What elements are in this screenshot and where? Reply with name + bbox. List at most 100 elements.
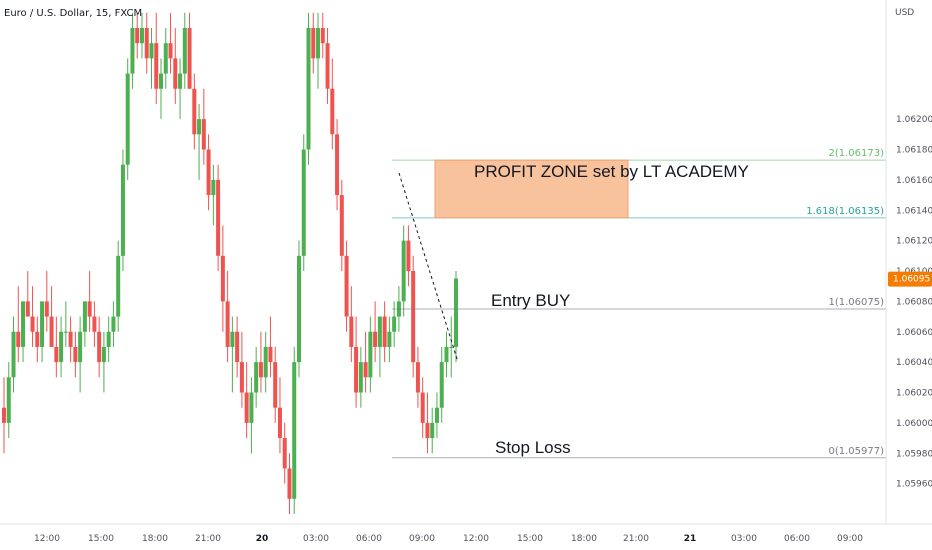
candle <box>273 346 278 423</box>
candle-body <box>111 316 116 332</box>
fib-level-label: 1.618(1.06135) <box>806 206 884 217</box>
candle <box>349 286 354 363</box>
candle-body <box>68 331 73 347</box>
candle-body <box>49 316 54 347</box>
candle-body <box>101 346 106 363</box>
current-price-tag <box>888 271 932 287</box>
candle-body <box>54 346 59 363</box>
candle <box>206 134 211 211</box>
candle <box>97 316 102 378</box>
candle <box>73 331 78 378</box>
candle <box>78 316 83 393</box>
symbol-title: Euro / U.S. Dollar, 15, FXCM <box>4 8 142 19</box>
candle-body <box>282 438 287 469</box>
candle-body <box>30 316 35 332</box>
trend-line[interactable] <box>398 172 459 363</box>
candle-body <box>2 407 6 423</box>
candle <box>187 12 192 89</box>
candle <box>254 346 259 408</box>
price-tick-label: 1.05980 <box>896 449 932 459</box>
price-tick-label: 1.06120 <box>896 237 932 247</box>
time-tick-label: 12:00 <box>34 534 60 544</box>
candle <box>87 271 92 332</box>
candle <box>287 453 292 514</box>
candle-body <box>125 73 130 165</box>
candle-body <box>325 43 330 89</box>
candle <box>21 301 26 363</box>
candle <box>354 316 359 408</box>
price-axis[interactable]: 1.062001.061801.061601.061401.061201.061… <box>896 115 932 490</box>
candle-body <box>21 301 26 347</box>
candle <box>258 331 263 393</box>
profit-zone-box[interactable] <box>434 159 629 219</box>
title-bg <box>2 5 120 19</box>
candle <box>44 271 49 332</box>
candle-body <box>292 362 297 499</box>
candle-body <box>82 301 87 332</box>
candle-body <box>40 301 45 347</box>
time-tick-label: 09:00 <box>837 534 863 544</box>
candle-body <box>254 362 259 393</box>
candle <box>16 286 21 363</box>
candle-body <box>439 362 444 408</box>
candle-body <box>330 88 335 135</box>
candle-body <box>368 331 373 378</box>
candle-body <box>296 255 301 363</box>
candle-body <box>59 331 64 363</box>
candle-body <box>173 58 178 89</box>
candle <box>444 331 449 378</box>
stop-loss-label: Stop Loss <box>495 438 571 457</box>
time-tick-label: 20 <box>256 534 269 544</box>
candle <box>120 149 125 271</box>
candle <box>49 286 54 347</box>
candle-body <box>149 43 154 59</box>
candle <box>11 316 16 393</box>
time-axis[interactable]: 12:00 15:00 18:00 21:00 20 03:00 06:00 09:00 12:… <box>34 534 863 544</box>
candle <box>154 12 159 104</box>
candle-body <box>420 392 425 423</box>
candle-body <box>130 28 135 74</box>
candle <box>235 316 240 378</box>
candle <box>25 271 30 317</box>
candle <box>216 164 221 271</box>
fib-level-label: 1(1.06075) <box>828 297 884 308</box>
time-tick-label: 06:00 <box>356 534 382 544</box>
candle-body <box>6 377 11 423</box>
candle-body <box>87 301 92 317</box>
price-tick-label: 1.06160 <box>896 176 932 186</box>
candle <box>420 377 425 439</box>
candle <box>92 301 97 347</box>
time-tick-label: 09:00 <box>409 534 435 544</box>
candle-body <box>444 346 449 363</box>
candle <box>316 12 321 89</box>
candle <box>434 392 439 439</box>
candle <box>116 240 121 332</box>
candle <box>2 377 6 454</box>
candle <box>40 301 45 363</box>
price-tick-label: 1.06060 <box>896 328 932 338</box>
candle-body <box>106 331 111 347</box>
candle <box>277 377 282 454</box>
price-tick-label: 1.06140 <box>896 206 932 216</box>
fib-level-label: 0(1.05977) <box>828 446 884 457</box>
price-tick-label: 1.05960 <box>896 480 932 490</box>
candle <box>449 316 454 378</box>
candle <box>82 301 87 347</box>
candle-body <box>273 362 278 408</box>
time-tick-label: 18:00 <box>571 534 597 544</box>
candle <box>244 362 249 439</box>
candle <box>225 271 230 363</box>
candle-body <box>358 362 363 393</box>
candle <box>430 407 435 454</box>
candle <box>406 225 411 287</box>
candle-body <box>406 240 411 271</box>
candle-body <box>311 28 316 59</box>
candle <box>306 12 311 165</box>
candle-body <box>192 88 197 135</box>
candle <box>358 346 363 408</box>
candle <box>377 316 382 378</box>
time-tick-label: 15:00 <box>88 534 114 544</box>
candle <box>282 422 287 484</box>
candle <box>144 12 149 74</box>
